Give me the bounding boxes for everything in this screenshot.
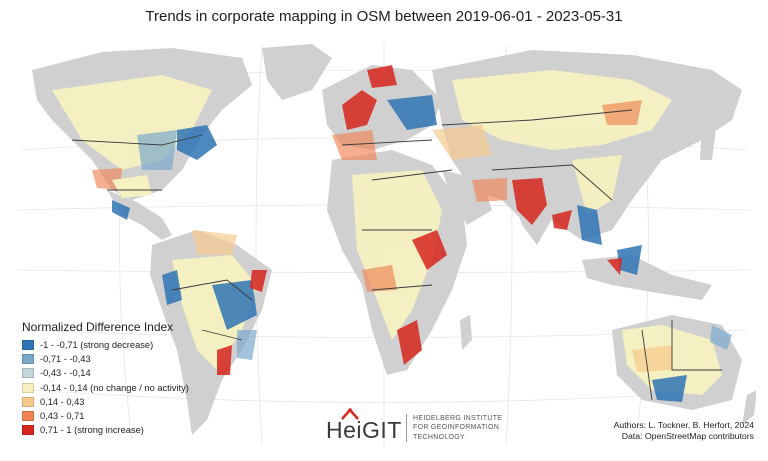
- legend-item: -0,43 - -0,14: [22, 366, 222, 380]
- logo-line: HEIDELBERG INSTITUTE: [413, 415, 503, 422]
- legend-item: 0,71 - 1 (strong increase): [22, 423, 222, 437]
- activity-increase-light: [92, 100, 642, 292]
- legend-label: 0,43 - 0,71: [40, 411, 85, 422]
- legend-swatch: [22, 425, 34, 436]
- legend-label: -1 - -0,71 (strong decrease): [40, 340, 154, 351]
- credits-authors: Authors: L. Tockner, B. Herfort, 2024: [613, 420, 754, 430]
- central-america: [107, 190, 172, 240]
- map-title: Trends in corporate mapping in OSM betwe…: [145, 8, 623, 25]
- legend-swatch: [22, 382, 34, 393]
- activity-slight-increase: [192, 125, 672, 372]
- legend-swatch: [22, 368, 34, 379]
- legend-title: Normalized Difference Index: [22, 320, 174, 334]
- legend-swatch: [22, 340, 34, 351]
- activity-decrease-light: [137, 130, 732, 360]
- greenland: [262, 44, 332, 100]
- legend-label: 0,14 - 0,43: [40, 396, 85, 407]
- legend-label: -0,14 - 0,14 (no change / no activity): [40, 382, 189, 393]
- logo-line: TECHNOLOGY: [413, 433, 466, 441]
- new-zealand: [742, 390, 756, 425]
- heigit-logo: HeiGIT HEIDELBERG INSTITUTE FOR GEOINFOR…: [318, 405, 502, 445]
- activity-increase: [217, 65, 622, 375]
- legend-label: -0,71 - -0,43: [40, 354, 91, 365]
- legend-swatch: [22, 396, 34, 407]
- logo-line: FOR GEOINFORMATION: [413, 424, 500, 432]
- legend-item: -1 - -0,71 (strong decrease): [22, 338, 222, 352]
- legend-swatch: [22, 411, 34, 422]
- legend-item: -0,14 - 0,14 (no change / no activity): [22, 381, 222, 395]
- world-map[interactable]: [12, 30, 756, 450]
- legend-label: -0,43 - -0,14: [40, 368, 91, 379]
- logo-wordmark: HeiGIT: [326, 417, 402, 443]
- madagascar: [460, 315, 472, 350]
- map-canvas: [16, 42, 756, 448]
- country-borders: [71, 109, 722, 401]
- legend-item: -0,71 - -0,43: [22, 352, 222, 366]
- legend-item: 0,14 - 0,43: [22, 395, 222, 409]
- logo-institute-text: HEIDELBERG INSTITUTE FOR GEOINFORMATION …: [406, 414, 513, 443]
- legend-item: 0,43 - 0,71: [22, 409, 222, 423]
- activity-decrease: [112, 95, 687, 402]
- logo-mark-icon: [341, 408, 359, 420]
- legend-label: 0,71 - 1 (strong increase): [40, 425, 144, 436]
- us-gulf: [112, 175, 152, 198]
- map-credits: Authors: L. Tockner, B. Herfort, 2024 Da…: [614, 420, 754, 442]
- legend-swatch: [22, 354, 34, 365]
- map-legend: Normalized Difference Index -1 - -0,71 (…: [22, 320, 222, 437]
- credits-data: Data: OpenStreetMap contributors: [621, 431, 754, 441]
- sea-islands: [582, 255, 712, 300]
- japan: [700, 120, 717, 160]
